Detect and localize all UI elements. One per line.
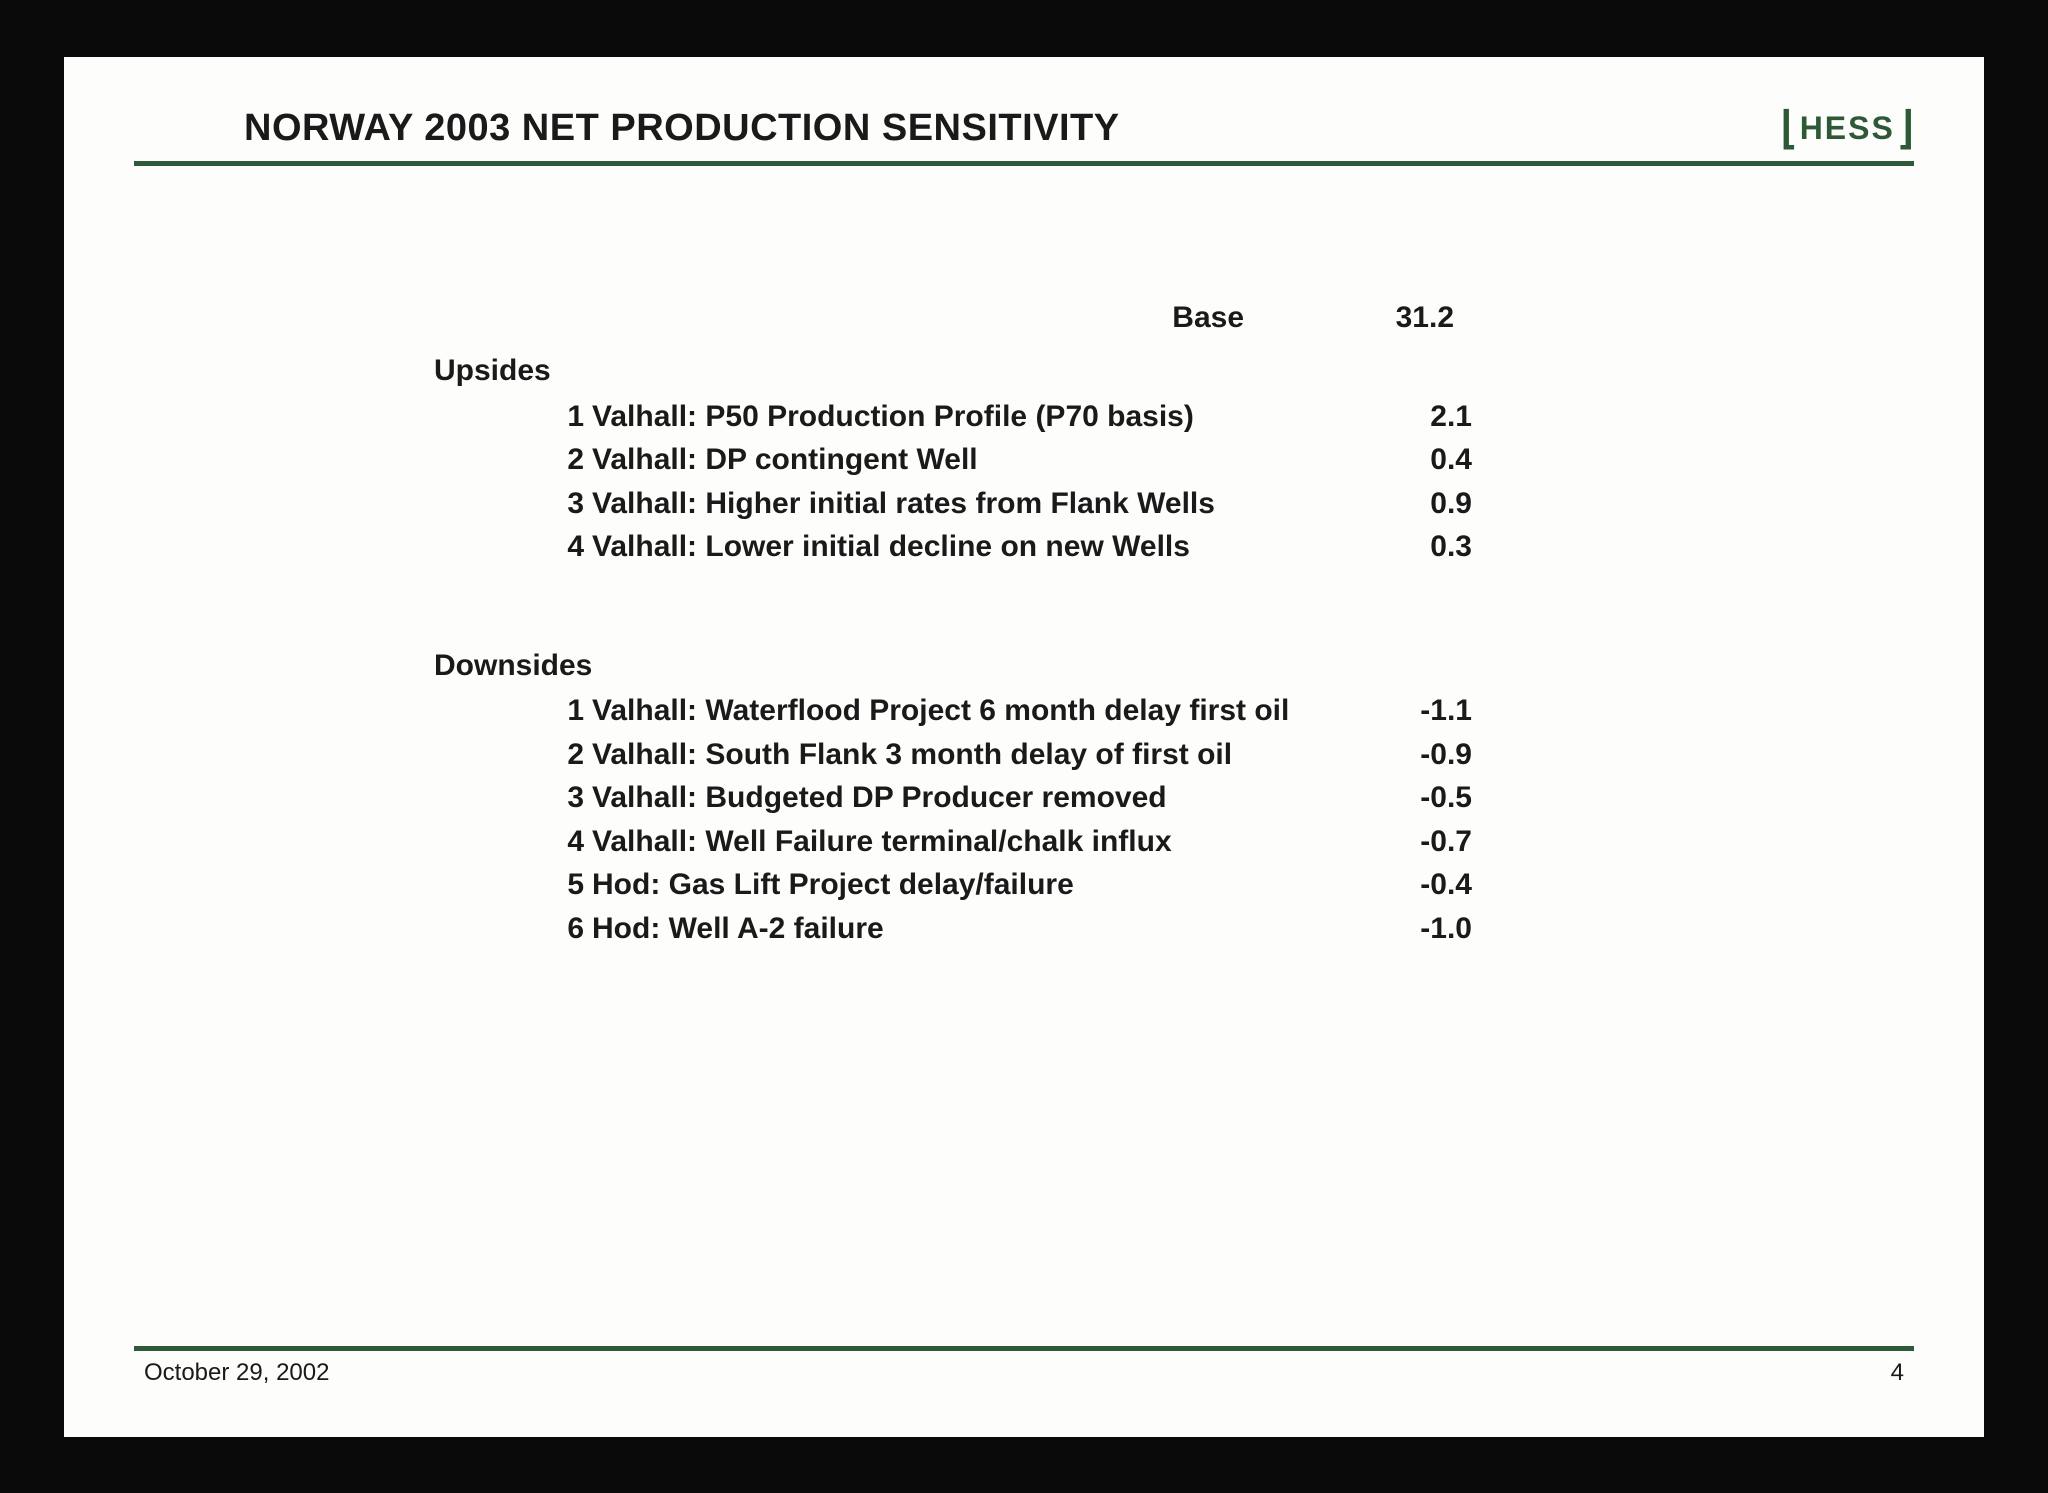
- item-number: 5: [564, 863, 592, 907]
- item-value: -0.7: [1352, 820, 1472, 864]
- item-value: 0.9: [1352, 482, 1472, 526]
- list-item: 6Hod: Well A-2 failure-1.0: [434, 907, 1914, 951]
- item-number: 1: [564, 395, 592, 439]
- item-description: Valhall: Lower initial decline on new We…: [592, 525, 1352, 569]
- item-description: Valhall: South Flank 3 month delay of fi…: [592, 733, 1352, 777]
- list-item: 3Valhall: Budgeted DP Producer removed-0…: [434, 776, 1914, 820]
- item-description: Valhall: Higher initial rates from Flank…: [592, 482, 1352, 526]
- list-item: 5Hod: Gas Lift Project delay/failure-0.4: [434, 863, 1914, 907]
- list-item: 2Valhall: South Flank 3 month delay of f…: [434, 733, 1914, 777]
- slide-title: NORWAY 2003 NET PRODUCTION SENSITIVITY: [134, 107, 1120, 150]
- list-item: 1Valhall: P50 Production Profile (P70 ba…: [434, 395, 1914, 439]
- item-number: 3: [564, 776, 592, 820]
- list-item: 1Valhall: Waterflood Project 6 month del…: [434, 689, 1914, 733]
- item-value: -0.9: [1352, 733, 1472, 777]
- logo-bracket-right: ⌋: [1897, 107, 1914, 151]
- item-number: 4: [564, 525, 592, 569]
- item-number: 2: [564, 733, 592, 777]
- item-number: 4: [564, 820, 592, 864]
- base-label: Base: [564, 296, 1304, 340]
- item-value: -1.1: [1352, 689, 1472, 733]
- upsides-list: 1Valhall: P50 Production Profile (P70 ba…: [434, 395, 1914, 569]
- logo-bracket-left: ⌊: [1781, 107, 1798, 151]
- item-value: -0.5: [1352, 776, 1472, 820]
- base-value: 31.2: [1304, 296, 1454, 340]
- slide-content: Base 31.2 Upsides 1Valhall: P50 Producti…: [134, 166, 1914, 1346]
- item-description: Valhall: Well Failure terminal/chalk inf…: [592, 820, 1352, 864]
- list-item: 4Valhall: Well Failure terminal/chalk in…: [434, 820, 1914, 864]
- item-description: Hod: Well A-2 failure: [592, 907, 1352, 951]
- footer-page-number: 4: [1891, 1359, 1904, 1387]
- item-number: 6: [564, 907, 592, 951]
- item-value: 0.3: [1352, 525, 1472, 569]
- downsides-label: Downsides: [434, 644, 1914, 688]
- item-value: 0.4: [1352, 438, 1472, 482]
- logo-text: HESS: [1798, 110, 1897, 147]
- slide-footer: October 29, 2002 4: [134, 1359, 1914, 1407]
- item-value: 2.1: [1352, 395, 1472, 439]
- item-value: -0.4: [1352, 863, 1472, 907]
- footer-divider: [134, 1346, 1914, 1351]
- item-number: 3: [564, 482, 592, 526]
- item-number: 2: [564, 438, 592, 482]
- slide-header: NORWAY 2003 NET PRODUCTION SENSITIVITY ⌊…: [134, 107, 1914, 159]
- item-description: Valhall: P50 Production Profile (P70 bas…: [592, 395, 1352, 439]
- downsides-list: 1Valhall: Waterflood Project 6 month del…: [434, 689, 1914, 950]
- item-number: 1: [564, 689, 592, 733]
- slide-page: NORWAY 2003 NET PRODUCTION SENSITIVITY ⌊…: [64, 57, 1984, 1437]
- footer-date: October 29, 2002: [144, 1359, 329, 1387]
- item-description: Hod: Gas Lift Project delay/failure: [592, 863, 1352, 907]
- list-item: 4Valhall: Lower initial decline on new W…: [434, 525, 1914, 569]
- upsides-label: Upsides: [434, 349, 1914, 393]
- list-item: 3Valhall: Higher initial rates from Flan…: [434, 482, 1914, 526]
- item-description: Valhall: Waterflood Project 6 month dela…: [592, 689, 1352, 733]
- item-description: Valhall: DP contingent Well: [592, 438, 1352, 482]
- base-row: Base 31.2: [434, 296, 1914, 340]
- item-description: Valhall: Budgeted DP Producer removed: [592, 776, 1352, 820]
- item-value: -1.0: [1352, 907, 1472, 951]
- hess-logo: ⌊ HESS ⌋: [1781, 107, 1914, 151]
- list-item: 2Valhall: DP contingent Well0.4: [434, 438, 1914, 482]
